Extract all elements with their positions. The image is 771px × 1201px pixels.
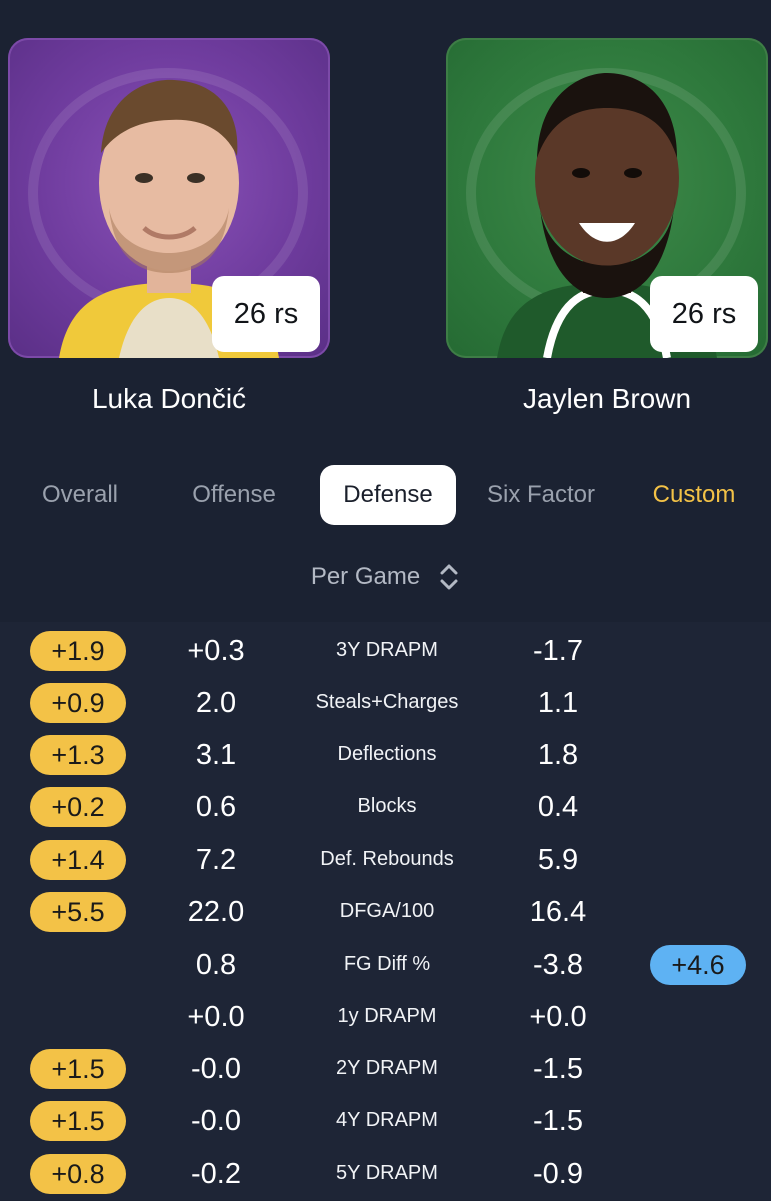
advantage-badge-left: +0.2: [30, 787, 126, 827]
stat-value-left: +0.3: [187, 635, 245, 667]
stat-label: Deflections: [337, 743, 437, 765]
stat-value-right: 16.4: [529, 896, 587, 928]
season-badge-right: 26 rs: [650, 276, 758, 352]
stat-value-right: -1.5: [533, 1105, 583, 1137]
advantage-badge-left: +1.9: [30, 631, 126, 671]
advantage-badge-right: +4.6: [650, 945, 746, 985]
tab-overall[interactable]: Overall: [41, 481, 119, 508]
stat-label: Def. Rebounds: [320, 848, 454, 870]
stat-value-right: -1.5: [533, 1053, 583, 1085]
stat-value-left: 22.0: [187, 896, 245, 928]
stat-value-right: -1.7: [533, 635, 583, 667]
stat-value-left: +0.0: [187, 1001, 245, 1033]
stat-label: Steals+Charges: [315, 691, 459, 713]
stat-row-dfga-100: +5.5 22.0 DFGA/100 16.4: [0, 885, 771, 937]
stat-value-right: -0.9: [533, 1158, 583, 1190]
stat-label: 5Y DRAPM: [336, 1162, 438, 1184]
stat-label: FG Diff %: [343, 953, 431, 975]
category-tabs: Overall Offense Defense Six Factor Custo…: [0, 465, 771, 525]
stat-value-left: -0.0: [191, 1053, 241, 1085]
tab-custom[interactable]: Custom: [652, 481, 736, 508]
tab-six-factor[interactable]: Six Factor: [486, 481, 596, 508]
stat-value-left: -0.2: [191, 1158, 241, 1190]
mode-selector[interactable]: Per Game: [0, 562, 771, 604]
stat-value-right: 1.1: [537, 687, 579, 719]
stat-label: Blocks: [357, 795, 417, 817]
advantage-badge-left: +5.5: [30, 892, 126, 932]
stat-row-deflections: +1.3 3.1 Deflections 1.8: [0, 728, 771, 780]
advantage-badge-left: +1.3: [30, 735, 126, 775]
stat-value-left: 2.0: [195, 687, 237, 719]
stat-label: 1y DRAPM: [337, 1005, 437, 1027]
stat-value-left: 7.2: [195, 844, 237, 876]
advantage-badge-left: +0.9: [30, 683, 126, 723]
stat-value-left: -0.0: [191, 1105, 241, 1137]
player-card-right[interactable]: 26 rs: [446, 38, 768, 358]
advantage-badge-left: +1.4: [30, 840, 126, 880]
tab-defense[interactable]: Defense: [320, 465, 456, 525]
stat-row-2y-drapm: +1.5 -0.0 2Y DRAPM -1.5: [0, 1042, 771, 1094]
stat-value-left: 0.8: [195, 949, 237, 981]
stat-label: DFGA/100: [339, 900, 435, 922]
player-name-right[interactable]: Jaylen Brown: [522, 383, 692, 414]
mode-selector-label: Per Game: [310, 563, 421, 590]
stat-value-right: -3.8: [533, 949, 583, 981]
stat-row-1y-drapm: +0.0 1y DRAPM +0.0: [0, 990, 771, 1042]
advantage-badge-left: +1.5: [30, 1101, 126, 1141]
stats-table: +1.9 +0.3 3Y DRAPM -1.7 +0.9 2.0 Steals+…: [0, 622, 771, 1200]
stat-row-fg-diff: 0.8 FG Diff % -3.8 +4.6: [0, 938, 771, 990]
stat-value-right: 1.8: [537, 739, 579, 771]
chevron-up-down-icon: [440, 564, 458, 590]
stat-row-steals-charges: +0.9 2.0 Steals+Charges 1.1: [0, 676, 771, 728]
stat-label: 4Y DRAPM: [336, 1109, 438, 1131]
player-name-left[interactable]: Luka Dončić: [91, 383, 247, 414]
stat-row-def-rebounds: +1.4 7.2 Def. Rebounds 5.9: [0, 833, 771, 885]
stat-label: 3Y DRAPM: [336, 639, 438, 661]
tab-offense[interactable]: Offense: [192, 481, 276, 508]
stat-value-right: 5.9: [537, 844, 579, 876]
advantage-badge-left: +0.8: [30, 1154, 126, 1194]
stat-value-left: 3.1: [195, 739, 237, 771]
player-card-left[interactable]: 26 rs: [8, 38, 330, 358]
stat-row-5y-drapm: +0.8 -0.2 5Y DRAPM -0.9: [0, 1147, 771, 1199]
advantage-badge-left: +1.5: [30, 1049, 126, 1089]
stat-value-right: +0.0: [529, 1001, 587, 1033]
stat-label: 2Y DRAPM: [336, 1057, 438, 1079]
stat-value-right: 0.4: [537, 791, 579, 823]
stat-value-left: 0.6: [195, 791, 237, 823]
season-badge-left: 26 rs: [212, 276, 320, 352]
stat-row-3y-drapm: +1.9 +0.3 3Y DRAPM -1.7: [0, 624, 771, 676]
stat-row-4y-drapm: +1.5 -0.0 4Y DRAPM -1.5: [0, 1094, 771, 1146]
stat-row-blocks: +0.2 0.6 Blocks 0.4: [0, 780, 771, 832]
